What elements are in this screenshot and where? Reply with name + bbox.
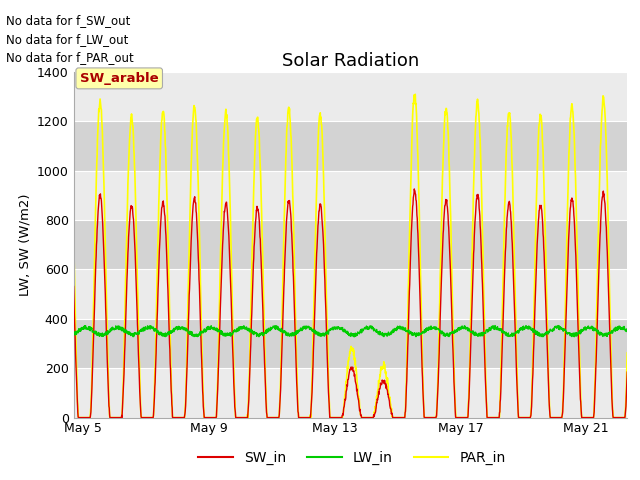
LW_in: [554, 323, 562, 328]
SW_in: [410, 186, 418, 192]
PAR_in: [120, 377, 127, 383]
PAR_in: [440, 146, 447, 152]
LW_in: [464, 326, 472, 332]
Y-axis label: LW, SW (W/m2): LW, SW (W/m2): [19, 193, 31, 296]
SW_in: [585, 415, 593, 420]
LW_in: [48, 324, 56, 330]
Bar: [74, 121, 627, 171]
Legend: SW_in, LW_in, PAR_in: SW_in, LW_in, PAR_in: [193, 445, 511, 471]
SW_in: [48, 415, 56, 420]
PAR_in: [48, 415, 56, 420]
Bar: [74, 171, 627, 220]
LW_in: [629, 333, 637, 339]
SW_in: [284, 203, 292, 208]
Bar: [74, 319, 627, 368]
LW_in: [613, 327, 621, 333]
LW_in: [120, 326, 127, 332]
PAR_in: [412, 91, 419, 97]
Line: SW_in: SW_in: [52, 189, 633, 418]
Text: SW_arable: SW_arable: [80, 72, 159, 85]
SW_in: [120, 386, 127, 392]
LW_in: [439, 330, 447, 336]
Text: No data for f_SW_out: No data for f_SW_out: [6, 14, 131, 27]
PAR_in: [284, 110, 292, 116]
PAR_in: [585, 415, 593, 420]
Text: No data for f_LW_out: No data for f_LW_out: [6, 33, 129, 46]
Line: PAR_in: PAR_in: [52, 94, 633, 418]
LW_in: [585, 324, 593, 330]
PAR_in: [613, 415, 621, 420]
PAR_in: [464, 409, 472, 415]
SW_in: [613, 415, 621, 420]
LW_in: [284, 333, 292, 339]
Text: No data for f_PAR_out: No data for f_PAR_out: [6, 51, 134, 64]
Bar: [74, 220, 627, 269]
Title: Solar Radiation: Solar Radiation: [282, 52, 419, 71]
Line: LW_in: LW_in: [52, 325, 633, 337]
SW_in: [629, 208, 637, 214]
Bar: [74, 269, 627, 319]
SW_in: [464, 413, 472, 419]
Bar: [74, 368, 627, 418]
PAR_in: [629, 120, 637, 125]
LW_in: [570, 334, 578, 340]
SW_in: [440, 227, 447, 233]
Bar: [74, 72, 627, 121]
